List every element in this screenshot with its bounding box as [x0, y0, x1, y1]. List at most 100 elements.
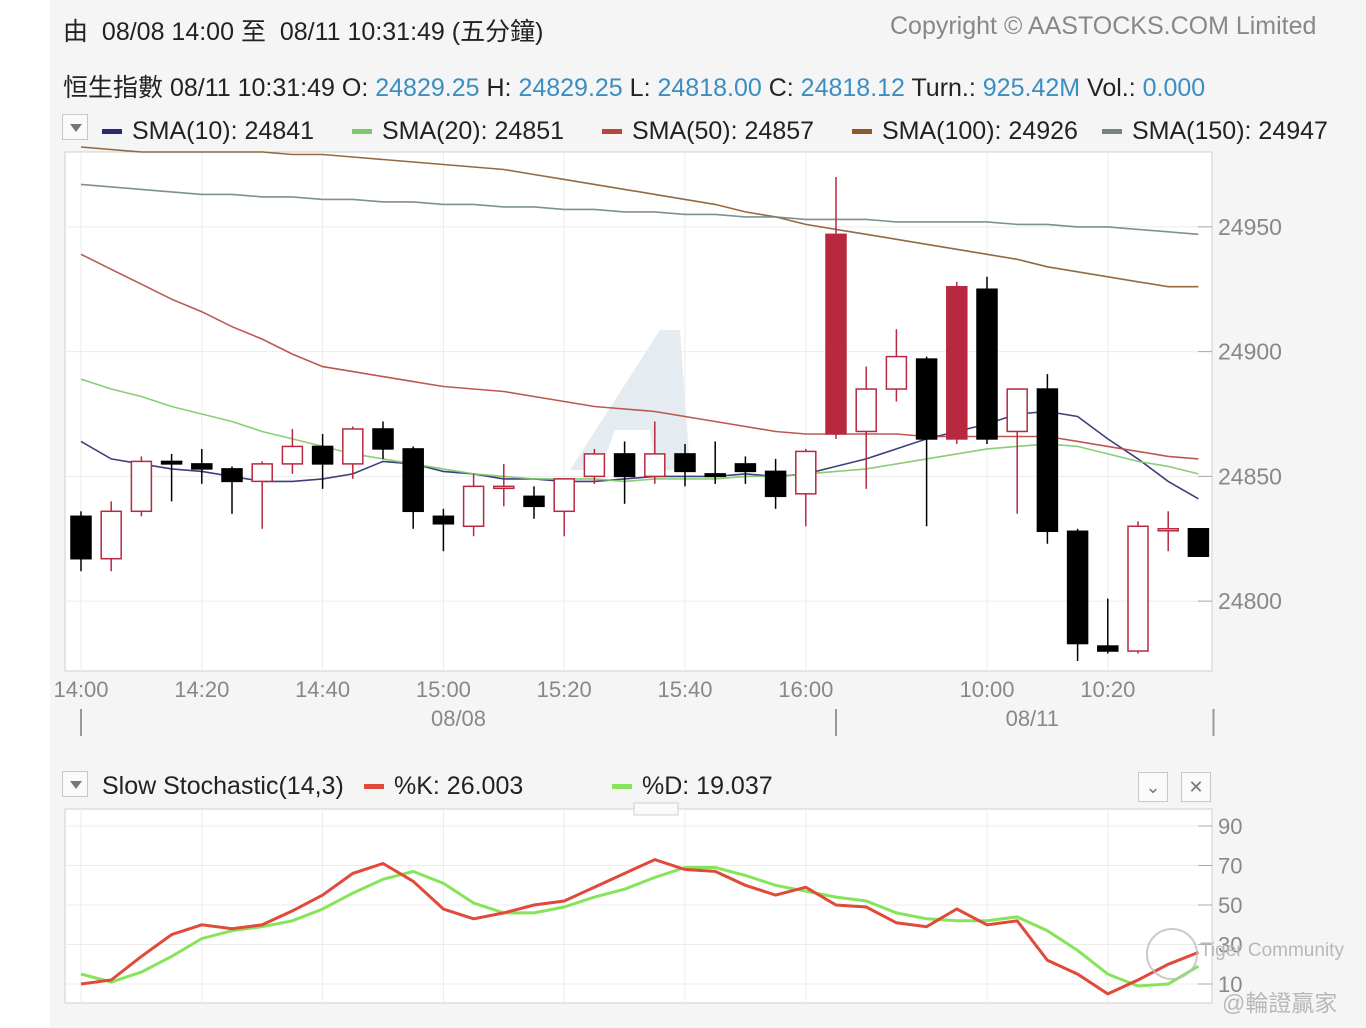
candle: [70, 511, 92, 572]
watermark-community: Tiger Community: [1200, 940, 1344, 961]
price-xtick-label: 10:20: [1080, 677, 1135, 702]
volume-label: Vol.:: [1087, 74, 1136, 102]
stoch-k-legend: %K: 26.003: [364, 771, 523, 801]
candle: [734, 456, 757, 484]
from-label: 由: [63, 18, 89, 46]
candle-body: [553, 478, 575, 513]
sma150-swatch: [1102, 128, 1122, 134]
price-ytick-label: 24850: [1218, 463, 1282, 489]
stoch-d-legend: %D: 19.037: [612, 771, 773, 801]
sma20-label: SMA(20): 24851: [382, 116, 565, 145]
candle-body: [764, 470, 787, 498]
sma100-swatch: [852, 128, 872, 134]
indicator-dropdown[interactable]: [62, 771, 88, 797]
candle-body: [795, 450, 817, 495]
candle-body: [885, 355, 908, 390]
candle: [644, 421, 666, 484]
sma-line-sma50: [80, 253, 1199, 460]
candle-body: [583, 453, 606, 478]
sma-legend-5: SMA(150): 24947: [1102, 116, 1328, 146]
candle: [281, 428, 304, 474]
candle: [613, 441, 636, 504]
candle: [493, 463, 515, 507]
candle-body: [191, 463, 213, 470]
candle: [372, 421, 394, 459]
stoch-line-k: [80, 857, 1199, 996]
index-name: 恒生指數: [63, 74, 164, 102]
low-value: 24818.00: [657, 74, 762, 102]
candle-body: [976, 288, 998, 440]
d-label: %D: 19.037: [642, 771, 773, 800]
quote-line: 恒生指數 08/11 10:31:49 O: 24829.25 H: 24829…: [63, 68, 1205, 104]
candle-body: [402, 448, 424, 513]
k-swatch: [364, 783, 384, 789]
candle: [1066, 528, 1089, 662]
candle-body: [130, 460, 153, 513]
candle: [1036, 374, 1059, 544]
chevron-down-icon: ⌄: [1145, 777, 1161, 797]
candle: [221, 466, 243, 514]
to-time: 08/11 10:31:49: [279, 18, 445, 46]
candle: [523, 486, 545, 519]
from-time: 08/08 14:00: [101, 18, 234, 46]
price-ytick-label: 24950: [1218, 214, 1282, 240]
candle: [976, 276, 998, 444]
candle-body: [1157, 528, 1179, 532]
candle: [704, 441, 726, 484]
candle: [1127, 521, 1149, 654]
low-label: L:: [629, 74, 651, 102]
candle-body: [251, 463, 273, 483]
date-range: 由 08/08 14:00 至 08/11 10:31:49 (五分鐘): [63, 12, 543, 48]
candle: [1187, 528, 1210, 557]
collapse-indicator-button[interactable]: ⌄: [1138, 772, 1168, 802]
candle: [100, 501, 122, 572]
candle-body: [372, 428, 394, 450]
candle-body: [613, 453, 636, 478]
close-icon: ✕: [1188, 777, 1204, 797]
sma-line-sma100: [80, 146, 1199, 288]
candle-body: [1097, 645, 1119, 652]
candle: [432, 508, 455, 552]
tiger-logo-icon: [1146, 928, 1198, 980]
candle-body: [855, 388, 877, 433]
candle: [160, 453, 183, 502]
candle-body: [825, 233, 847, 435]
watermark-handle: @輪證贏家: [1222, 990, 1338, 1016]
price-xtick-label: 16:00: [778, 677, 833, 702]
candle-body: [704, 473, 726, 478]
sma-line-sma20: [80, 378, 1199, 483]
candle-body: [160, 460, 183, 465]
candle-body: [1006, 388, 1028, 433]
stoch-ytick-label: 90: [1218, 814, 1242, 839]
overlay-dropdown[interactable]: [62, 114, 88, 140]
candle: [1097, 598, 1119, 654]
candle-body: [221, 468, 243, 483]
candle: [402, 446, 424, 529]
resize-handle[interactable]: [633, 802, 679, 816]
candle-body: [523, 495, 545, 508]
open-value: 24829.25: [375, 74, 480, 102]
stoch-ytick-label: 50: [1218, 893, 1242, 918]
date-label: 08/08: [431, 706, 486, 731]
candle-body: [311, 445, 334, 465]
candle: [583, 448, 606, 484]
close-indicator-button[interactable]: ✕: [1181, 772, 1211, 802]
stoch-ytick-label: 70: [1218, 854, 1242, 879]
candle-body: [1066, 530, 1089, 645]
candle: [342, 426, 364, 479]
price-ytick-label: 24800: [1218, 588, 1282, 614]
high-label: H:: [486, 74, 512, 102]
open-label: O:: [341, 74, 369, 102]
close-value: 24818.12: [800, 74, 905, 102]
candle-body: [1187, 528, 1210, 557]
candle: [764, 458, 787, 509]
sma-legend-1: SMA(10): 24841: [102, 116, 314, 146]
turnover-value: 925.42M: [982, 74, 1081, 102]
candle-body: [342, 428, 364, 465]
price-xtick-label: 15:00: [416, 677, 471, 702]
sma-line-sma150: [80, 183, 1199, 236]
stoch-ytick-label: 30: [1218, 933, 1242, 958]
date-label: 08/11: [1006, 706, 1059, 731]
candle: [311, 433, 334, 489]
candle: [885, 329, 908, 402]
